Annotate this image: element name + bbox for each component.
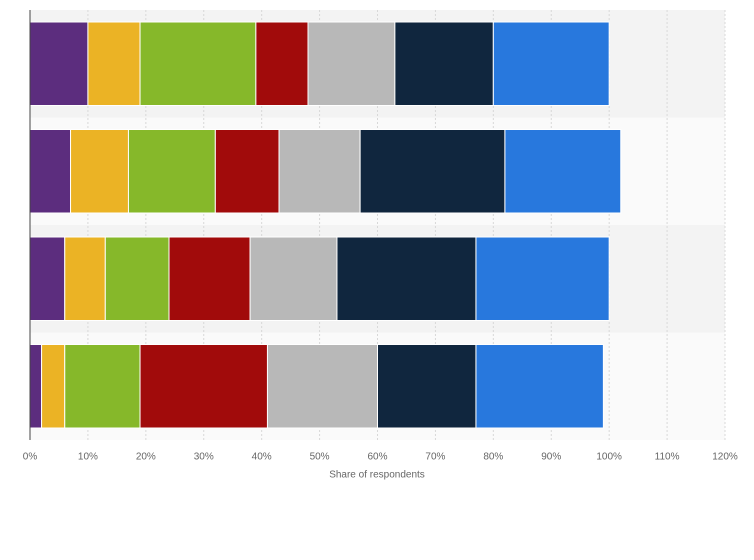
x-tick-label: 10% (78, 452, 98, 463)
x-tick-label: 0% (23, 452, 38, 463)
x-axis-title: Share of respondents (329, 470, 425, 481)
x-tick-label: 20% (136, 452, 156, 463)
bar-segment (492, 21, 610, 106)
bar-segment (359, 129, 506, 214)
x-tick-label: 50% (310, 452, 330, 463)
bar-segment (475, 344, 604, 429)
bar-segment (278, 129, 361, 214)
x-tick-label: 100% (596, 452, 622, 463)
bar-segment (266, 344, 379, 429)
bar-segment (394, 21, 494, 106)
x-tick-label: 80% (483, 452, 503, 463)
bar-segment (475, 236, 610, 321)
x-tick-label: 110% (655, 452, 680, 463)
bar-segment (307, 21, 396, 106)
bar-segment (127, 129, 216, 214)
x-tick-label: 70% (425, 452, 445, 463)
bar-segment (29, 344, 43, 429)
bar-segment (214, 129, 280, 214)
bar-segment (87, 21, 141, 106)
x-tick-label: 30% (194, 452, 214, 463)
x-tick-label: 60% (367, 452, 387, 463)
bar-segment (64, 344, 141, 429)
x-tick-label: 40% (252, 452, 272, 463)
bar-segment (504, 129, 622, 214)
bar-segment (29, 129, 72, 214)
bar-segment (139, 344, 268, 429)
x-tick-label: 90% (541, 452, 561, 463)
bar-segment (255, 21, 309, 106)
bar-segment (70, 129, 129, 214)
bar-segment (41, 344, 66, 429)
bar-segment (29, 21, 89, 106)
bar-segment (104, 236, 170, 321)
bar-segment (377, 344, 477, 429)
bar-segment (168, 236, 251, 321)
x-tick-label: 120% (712, 452, 738, 463)
bar-segment (249, 236, 338, 321)
bar-segment (336, 236, 477, 321)
bar-segment (29, 236, 66, 321)
bar-segment (64, 236, 106, 321)
bar-segment (139, 21, 257, 106)
